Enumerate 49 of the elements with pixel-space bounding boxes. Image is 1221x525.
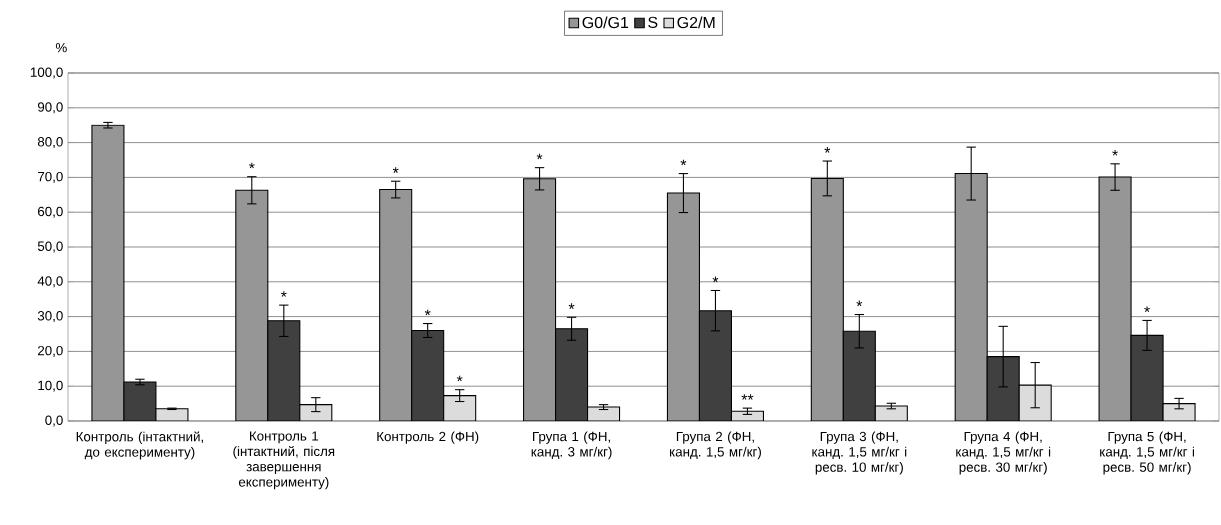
data-label: * bbox=[856, 300, 863, 307]
bar bbox=[986, 356, 1020, 421]
legend-label: S bbox=[648, 16, 658, 28]
x-tick-label: Контроль 1 (інтактний, після завершення експерименту) bbox=[233, 431, 335, 490]
data-label: * bbox=[1144, 306, 1150, 313]
legend-label: G0/G1 bbox=[582, 16, 629, 29]
data-label: * bbox=[1112, 149, 1118, 156]
y-tick-label: 100,0 bbox=[30, 67, 63, 79]
data-label: * bbox=[280, 291, 287, 297]
bar bbox=[299, 404, 333, 421]
y-tick-label: 0,0 bbox=[45, 415, 63, 427]
data-label: * bbox=[536, 153, 543, 160]
y-tick-label: 40,0 bbox=[37, 276, 63, 288]
data-label: * bbox=[392, 167, 399, 173]
bar bbox=[555, 328, 589, 421]
legend-label: G2/M bbox=[677, 16, 715, 29]
data-label: * bbox=[824, 147, 831, 153]
data-label: * bbox=[712, 276, 719, 283]
bar bbox=[411, 329, 445, 421]
bar bbox=[842, 330, 876, 421]
x-tick-label: Група 2 (ФН, канд. 1,5 мг/кг) bbox=[670, 431, 761, 460]
x-tick-label: Група 4 (ФН, канд. 1,5 мг/кг і ресв. 30 мг/кг) bbox=[956, 431, 1051, 475]
bar bbox=[874, 405, 908, 421]
bar bbox=[267, 320, 301, 421]
bar bbox=[1130, 334, 1164, 421]
y-tick-label: 30,0 bbox=[37, 311, 63, 323]
data-label: * bbox=[424, 309, 431, 316]
data-label: * bbox=[456, 375, 463, 382]
x-tick-label: Група 1 (ФН, канд. 3 мг/кг) bbox=[531, 431, 612, 460]
x-tick-label: Група 3 (ФН, канд. 1,5 мг/кг і ресв. 10 мг/кг) bbox=[812, 431, 907, 475]
y-tick-label: 50,0 bbox=[37, 241, 63, 253]
x-tick-label: Контроль (інтактний, до експерименту) bbox=[76, 431, 204, 460]
y-axis-title: % bbox=[55, 42, 67, 53]
y-tick-label: 60,0 bbox=[38, 206, 63, 218]
y-tick-label: 20,0 bbox=[38, 345, 63, 357]
x-tick-label: Група 5 (ФН, канд. 1,5 мг/кг і ресв. 50 мг/кг) bbox=[1100, 431, 1194, 475]
data-label: * bbox=[248, 162, 255, 169]
data-label: * bbox=[568, 303, 575, 309]
y-tick-label: 70,0 bbox=[38, 171, 63, 183]
y-tick-label: 80,0 bbox=[37, 137, 63, 149]
data-label: * bbox=[680, 159, 687, 166]
bar bbox=[443, 395, 477, 421]
bar bbox=[1162, 403, 1196, 421]
bar bbox=[123, 381, 157, 421]
bar bbox=[698, 310, 732, 421]
x-tick-label: Контроль 2 (ФН) bbox=[377, 431, 479, 444]
y-tick-label: 90,0 bbox=[37, 102, 63, 114]
data-label: ** bbox=[741, 394, 754, 400]
y-tick-label: 10,0 bbox=[38, 380, 63, 392]
